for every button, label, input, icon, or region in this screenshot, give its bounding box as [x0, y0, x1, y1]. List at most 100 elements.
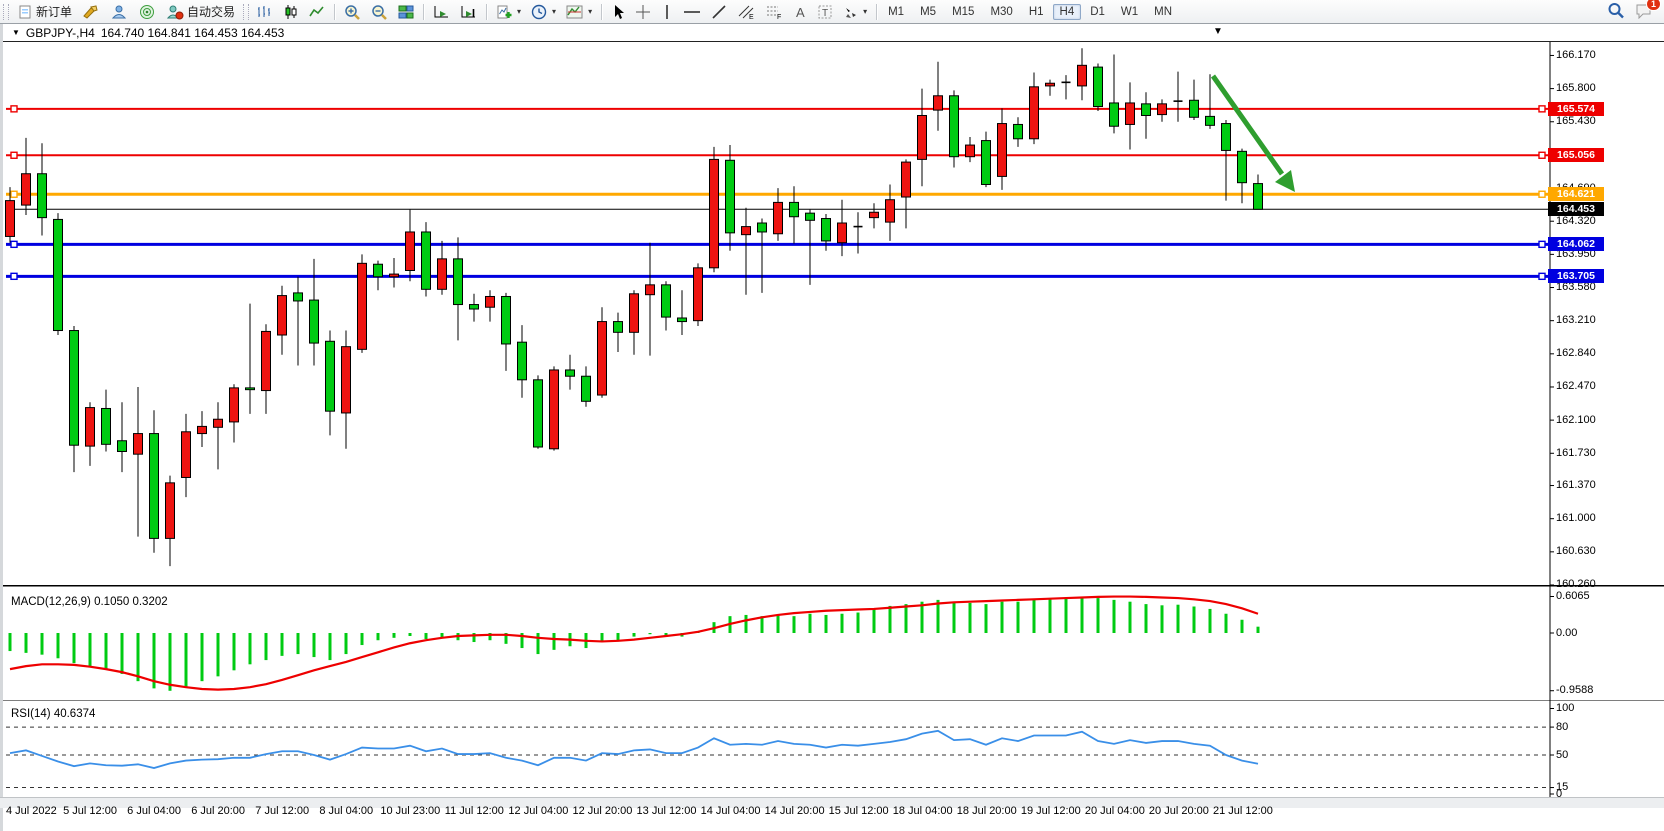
candle-76[interactable]	[1221, 119, 1231, 201]
equidistant-channel-tool-button[interactable]: E	[732, 1, 760, 23]
candle-71[interactable]	[1141, 92, 1151, 139]
candle-53[interactable]	[853, 212, 863, 254]
candle-56[interactable]	[901, 159, 911, 229]
candle-50[interactable]	[805, 209, 815, 285]
bar-chart-mode-button[interactable]	[252, 1, 278, 23]
chart-shift-marker-icon[interactable]: ▼	[1213, 26, 1223, 37]
candle-21[interactable]	[341, 330, 351, 449]
candle-36[interactable]	[581, 366, 591, 407]
cursor-tool-button[interactable]	[606, 1, 630, 23]
candle-67[interactable]	[1077, 48, 1087, 101]
candle-44[interactable]	[709, 146, 719, 273]
candle-47[interactable]	[757, 218, 767, 293]
signals-button[interactable]	[133, 1, 161, 23]
hline-handle[interactable]	[1538, 105, 1546, 113]
hline-handle[interactable]	[1538, 190, 1546, 198]
rsi-line[interactable]	[9, 729, 1259, 769]
candle-27[interactable]	[437, 240, 447, 295]
timeframe-button-m5[interactable]: M5	[920, 5, 937, 18]
search-button[interactable]	[1607, 2, 1625, 22]
toolbox-button[interactable]	[77, 1, 105, 23]
hline-handle[interactable]	[10, 190, 18, 198]
candle-41[interactable]	[661, 281, 671, 331]
candle-7[interactable]	[117, 402, 127, 473]
candle-12[interactable]	[197, 411, 207, 448]
tile-windows-button[interactable]	[393, 1, 419, 23]
candle-19[interactable]	[309, 258, 319, 366]
candle-39[interactable]	[629, 290, 639, 355]
notifications-button[interactable]: 1	[1635, 0, 1661, 22]
zoom-out-button[interactable]	[366, 1, 393, 23]
symbol-dropdown-icon[interactable]: ▼	[12, 28, 20, 37]
fibonacci-tool-button[interactable]: F	[760, 1, 788, 23]
candle-6[interactable]	[101, 389, 111, 452]
candle-59[interactable]	[949, 90, 959, 168]
candle-11[interactable]	[181, 413, 191, 498]
candle-70[interactable]	[1125, 82, 1135, 150]
new-order-button[interactable]: 新订单	[12, 1, 77, 23]
candle-5[interactable]	[85, 402, 95, 466]
candle-63[interactable]	[1013, 117, 1023, 147]
text-label-tool-button[interactable]: T	[812, 1, 838, 23]
candle-0[interactable]	[5, 187, 15, 243]
candle-73[interactable]	[1173, 71, 1183, 122]
timeframe-button-d1[interactable]: D1	[1090, 5, 1105, 18]
candle-72[interactable]	[1157, 99, 1167, 122]
candle-64[interactable]	[1029, 72, 1039, 145]
candle-60[interactable]	[965, 136, 975, 163]
candle-3[interactable]	[53, 213, 63, 336]
candle-16[interactable]	[261, 324, 271, 414]
chart-window[interactable]: ▼ GBPJPY-,H4 164.740 164.841 164.453 164…	[0, 24, 1664, 831]
candle-15[interactable]	[245, 303, 255, 414]
chart-shift-button[interactable]	[455, 1, 482, 23]
candle-22[interactable]	[357, 254, 367, 353]
hline-handle[interactable]	[1538, 240, 1546, 249]
arrows-tool-button[interactable]: ▾	[838, 1, 872, 23]
horizontal-line-tool-button[interactable]	[678, 1, 706, 23]
candle-74[interactable]	[1189, 79, 1199, 120]
timeframe-button-h4[interactable]: H4	[1052, 3, 1082, 20]
candle-32[interactable]	[517, 325, 527, 398]
macd-signal-line[interactable]	[9, 595, 1259, 691]
trend-arrow-annotation[interactable]	[1210, 74, 1285, 176]
candle-33[interactable]	[533, 375, 543, 449]
autotrading-button[interactable]: 自动交易	[161, 1, 240, 23]
candle-31[interactable]	[501, 292, 511, 371]
candle-61[interactable]	[981, 131, 991, 188]
timeframe-button-h1[interactable]: H1	[1028, 5, 1044, 18]
candle-29[interactable]	[469, 293, 479, 322]
timeframe-button-mn[interactable]: MN	[1154, 5, 1173, 18]
market-profile-button[interactable]	[105, 1, 133, 23]
hline-handle[interactable]	[10, 151, 18, 159]
candle-45[interactable]	[725, 145, 735, 251]
timeframe-button-m1[interactable]: M1	[888, 5, 905, 18]
vertical-line-tool-button[interactable]	[656, 1, 678, 23]
candle-58[interactable]	[933, 61, 943, 131]
candle-28[interactable]	[453, 237, 463, 341]
candle-37[interactable]	[597, 307, 607, 398]
candle-51[interactable]	[821, 214, 831, 251]
candle-30[interactable]	[485, 290, 495, 322]
hline-handle[interactable]	[1538, 151, 1546, 159]
candle-49[interactable]	[789, 186, 799, 244]
periods-button[interactable]: ▾	[526, 1, 561, 23]
candle-2[interactable]	[37, 143, 47, 236]
candle-69[interactable]	[1109, 54, 1119, 134]
hline-handle[interactable]	[10, 272, 18, 281]
candle-52[interactable]	[837, 199, 847, 257]
indicators-button[interactable]: ▾	[491, 1, 526, 23]
crosshair-tool-button[interactable]	[630, 1, 656, 23]
candle-48[interactable]	[773, 188, 783, 241]
candle-38[interactable]	[613, 312, 623, 353]
trend-arrow-head[interactable]	[1275, 170, 1295, 192]
candle-62[interactable]	[997, 108, 1007, 190]
candle-78[interactable]	[1253, 174, 1263, 210]
candle-42[interactable]	[677, 290, 687, 336]
candle-46[interactable]	[741, 207, 751, 295]
line-chart-mode-button[interactable]	[304, 1, 330, 23]
candle-57[interactable]	[917, 88, 927, 187]
candle-43[interactable]	[693, 263, 703, 327]
candle-34[interactable]	[549, 366, 559, 451]
candle-25[interactable]	[405, 209, 415, 282]
candle-68[interactable]	[1093, 63, 1103, 112]
